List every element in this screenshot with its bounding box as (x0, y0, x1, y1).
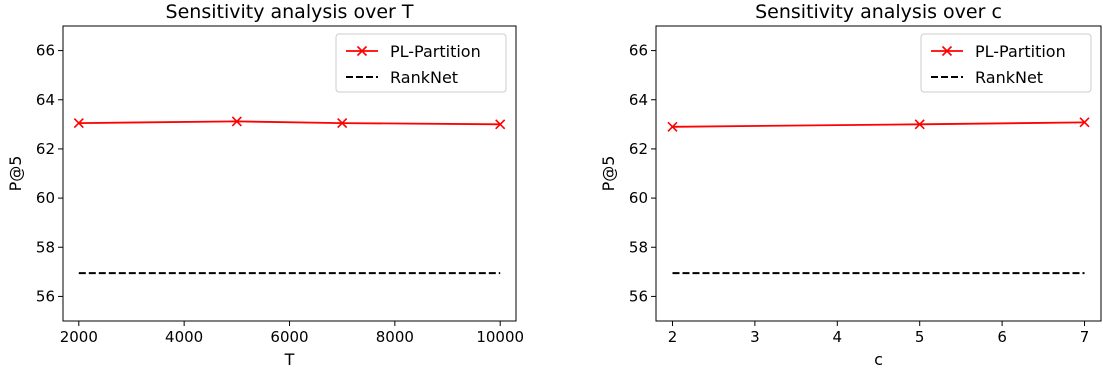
legend-label: RankNet (975, 68, 1043, 87)
chart-panel-1: Sensitivity analysis over T 2000 4000 6000 8… (6, 1, 524, 369)
y-tick-label: 64 (36, 91, 55, 109)
x-axis-label: T (284, 350, 295, 369)
y-tick-label: 62 (36, 140, 55, 158)
chart-title: Sensitivity analysis over c (755, 1, 1002, 23)
y-tick-label: 60 (36, 189, 55, 207)
legend-label: PL-Partition (390, 42, 481, 61)
data-point-marker (231, 116, 242, 127)
legend-label: RankNet (390, 68, 458, 87)
x-axis-label: c (874, 350, 883, 369)
chart-title: Sensitivity analysis over T (166, 1, 414, 23)
legend-marker (941, 45, 953, 57)
data-point-marker (914, 119, 925, 130)
data-point-marker (73, 118, 84, 129)
data-point-marker (337, 118, 348, 129)
y-tick-label: 64 (629, 91, 648, 109)
y-axis-label: P@5 (6, 156, 25, 192)
y-tick-label: 66 (629, 42, 648, 60)
data-point-marker (667, 121, 678, 132)
x-tick-label: 6 (997, 328, 1007, 346)
x-tick-label: 2000 (60, 328, 98, 346)
data-point-marker (1079, 117, 1090, 128)
x-tick-label: 10000 (476, 328, 524, 346)
legend-box (920, 33, 1092, 93)
y-tick-label: 58 (36, 238, 55, 256)
pl-partition-line (78, 120, 501, 126)
x-tick-label: 5 (915, 328, 925, 346)
legend: PL-Partition RankNet (335, 33, 507, 93)
x-tick-label: 4000 (165, 328, 203, 346)
pl-partition-line (672, 121, 1085, 128)
x-tick-label: 2 (668, 328, 678, 346)
chart-panel-2: Sensitivity analysis over c2 3 4 5 6 75658606… (599, 1, 1102, 369)
y-tick-label: 66 (36, 42, 55, 60)
legend-label: PL-Partition (975, 42, 1066, 61)
y-tick-label: 56 (36, 287, 55, 305)
legend-box (335, 33, 507, 93)
y-tick-label: 56 (629, 287, 648, 305)
y-axis-label: P@5 (599, 156, 618, 192)
y-tick-label: 60 (629, 189, 648, 207)
data-point-marker (495, 119, 506, 130)
y-tick-label: 58 (629, 238, 648, 256)
x-tick-label: 4 (833, 328, 843, 346)
legend-marker (356, 45, 368, 57)
axes-frame (655, 25, 1102, 322)
x-tick-label: 8000 (376, 328, 414, 346)
x-tick-label: 6000 (270, 328, 308, 346)
legend: PL-Partition RankNet (920, 33, 1092, 93)
x-tick-label: 7 (1080, 328, 1090, 346)
y-tick-label: 62 (629, 140, 648, 158)
x-tick-label: 3 (750, 328, 760, 346)
